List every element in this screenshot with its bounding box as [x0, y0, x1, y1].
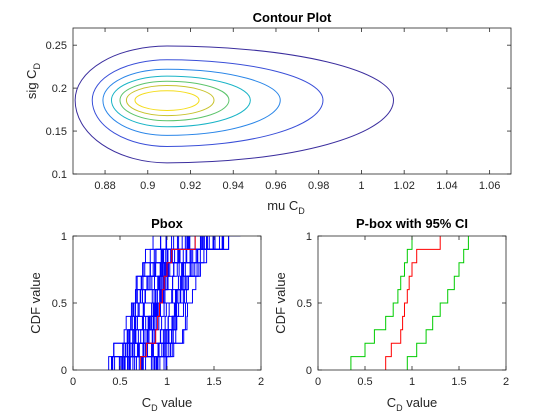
y-tick-label: 0.2 [52, 83, 67, 95]
ci-series-line-1 [350, 236, 413, 370]
y-tick-label: 0.5 [297, 298, 312, 310]
x-tick-label: 0 [315, 376, 321, 388]
contour-plot-axes: 0.88 0.9 0.92 0.94 0.96 0.98 1 1.02 1.04 1.06 0.1 0… [24, 10, 512, 216]
chart-title: Pbox [151, 216, 184, 231]
pbox-sample-line [129, 236, 185, 370]
x-tick-label: 1 [358, 180, 364, 192]
pbox-sample-line [166, 236, 241, 370]
y-tick-label: 0.1 [52, 169, 67, 181]
y-tick-label: 0 [306, 365, 312, 377]
chart-title: P-box with 95% CI [356, 216, 468, 231]
x-tick-label: 1 [164, 376, 170, 388]
y-tick-label: 1 [306, 231, 312, 243]
x-axis-label: CD value [142, 395, 193, 413]
x-tick-label: 0 [70, 376, 76, 388]
pbox-axes: 0 0.5 1 1.5 2 0 0.5 1 Pbox CD value CDF value [28, 216, 264, 413]
contour-level-7 [134, 90, 200, 111]
pbox-sample-line [135, 236, 233, 370]
x-tick-label: 0.92 [180, 180, 201, 192]
contour-level-6 [125, 85, 215, 117]
x-tick-label: 1 [409, 376, 415, 388]
contour-level-3 [102, 68, 281, 136]
x-tick-label: 0.5 [357, 376, 372, 388]
ci-series-line-2 [406, 236, 469, 370]
x-tick-label: 0.94 [223, 180, 244, 192]
x-tick-label: 2 [258, 376, 264, 388]
pbox-sample-line [156, 236, 237, 370]
x-tick-label: 1.04 [436, 180, 457, 192]
x-tick-label: 2 [503, 376, 509, 388]
contour-level-4 [110, 75, 251, 128]
x-tick-label: 1.5 [206, 376, 221, 388]
x-tick-label: 0.9 [140, 180, 155, 192]
axes-frame [72, 27, 512, 175]
x-axis-label: CD value [387, 395, 438, 413]
x-tick-label: 0.5 [112, 376, 127, 388]
plot-area [108, 236, 241, 370]
contour-level-2 [91, 59, 324, 148]
pbox-ci-axes: 0 0.5 1 1.5 2 0 0.5 1 P-box with 95% CI CD value C… [273, 216, 509, 413]
y-axis-label: sig CD [24, 62, 42, 99]
plot-area [74, 45, 394, 164]
contour-level-1 [74, 45, 394, 164]
y-tick-label: 0.15 [46, 126, 67, 138]
pbox-sample-line [127, 236, 241, 370]
y-axis-label: CDF value [273, 272, 288, 333]
y-tick-label: 1 [61, 231, 67, 243]
ci-series-line-3 [385, 236, 441, 370]
y-tick-label: 0 [61, 365, 67, 377]
x-tick-label: 0.96 [265, 180, 286, 192]
x-tick-label: 1.06 [479, 180, 500, 192]
y-axis-label: CDF value [28, 272, 43, 333]
x-axis-label: mu CD [267, 198, 305, 216]
x-tick-label: 0.88 [94, 180, 115, 192]
x-tick-label: 1.02 [393, 180, 414, 192]
y-tick-label: 0.25 [46, 40, 67, 52]
pbox-median-line [140, 236, 196, 370]
plot-area [350, 236, 469, 370]
x-tick-label: 1.5 [451, 376, 466, 388]
axes-frame [317, 235, 507, 371]
contour-level-5 [119, 80, 230, 122]
x-tick-label: 0.98 [308, 180, 329, 192]
pbox-sample-line [153, 236, 236, 370]
y-tick-label: 0.5 [52, 298, 67, 310]
axes-frame [72, 235, 262, 371]
chart-title: Contour Plot [253, 10, 332, 25]
